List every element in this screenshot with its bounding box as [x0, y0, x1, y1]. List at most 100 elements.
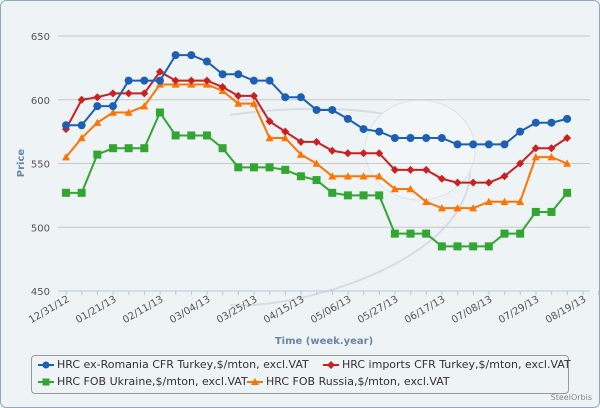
data-point — [516, 159, 525, 168]
legend-label: HRC ex-Romania CFR Turkey,$/mton, excl.V… — [57, 358, 309, 371]
data-point — [108, 144, 117, 153]
data-point — [249, 163, 258, 172]
data-point — [500, 229, 509, 238]
data-point — [187, 131, 196, 140]
data-point — [406, 185, 415, 193]
data-point — [406, 165, 415, 174]
data-point — [437, 242, 446, 251]
data-point — [312, 176, 321, 185]
legend-label: HRC imports CFR Turkey,$/mton, excl.VAT — [342, 358, 571, 371]
data-point — [140, 144, 149, 153]
data-point — [437, 134, 446, 142]
data-point — [531, 118, 540, 127]
data-point — [281, 165, 290, 174]
data-point — [375, 191, 384, 200]
data-point — [296, 150, 305, 158]
data-point — [249, 99, 258, 107]
data-point — [563, 188, 572, 197]
data-point — [77, 188, 86, 197]
data-point — [453, 140, 462, 149]
data-point — [140, 89, 149, 98]
data-point — [453, 242, 462, 251]
legend-item[interactable]: HRC imports CFR Turkey,$/mton, excl.VAT — [323, 358, 571, 371]
legend-item[interactable]: HRC FOB Russia,$/mton, excl.VAT — [247, 375, 450, 388]
data-point — [469, 204, 478, 212]
data-point — [265, 163, 274, 172]
data-point — [563, 134, 572, 142]
data-point — [234, 163, 243, 172]
data-point — [171, 51, 180, 60]
data-point — [406, 229, 415, 238]
x-tick-label: 04/15/13 — [262, 294, 306, 326]
x-tick-label: 03/04/13 — [168, 294, 212, 326]
data-point — [281, 127, 290, 136]
data-point — [265, 76, 274, 85]
legend-item[interactable]: HRC FOB Ukraine,$/mton, excl.VAT — [38, 375, 248, 388]
data-point — [547, 144, 556, 153]
data-point — [77, 121, 86, 130]
data-point — [516, 197, 525, 205]
data-point — [422, 165, 431, 174]
data-point — [469, 178, 478, 187]
data-point — [484, 178, 493, 187]
data-point — [343, 191, 352, 200]
data-point — [218, 70, 227, 79]
data-point — [437, 204, 446, 212]
legend-label: HRC FOB Ukraine,$/mton, excl.VAT — [57, 375, 248, 388]
data-point — [93, 102, 102, 111]
data-point — [390, 134, 399, 142]
data-point — [390, 165, 399, 174]
data-point — [77, 95, 86, 104]
data-point — [547, 153, 556, 161]
data-point — [218, 144, 227, 153]
data-point — [328, 172, 337, 180]
y-axis-title: Price — [16, 149, 27, 178]
y-tick-label: 450 — [31, 287, 50, 298]
data-point — [296, 137, 305, 146]
data-point — [484, 242, 493, 251]
data-point — [328, 188, 337, 197]
legend-diamond-icon — [323, 360, 339, 369]
data-point — [202, 76, 211, 85]
x-tick-label: 12/31/12 — [27, 294, 71, 326]
y-tick-label: 550 — [31, 160, 50, 171]
data-point — [547, 118, 556, 127]
data-point — [108, 108, 117, 116]
data-point — [406, 134, 415, 142]
data-point — [547, 207, 556, 216]
data-point — [531, 153, 540, 161]
data-point — [343, 114, 352, 123]
data-point — [422, 197, 431, 205]
x-axis-title: Time (week.year) — [275, 336, 373, 347]
data-point — [531, 207, 540, 216]
data-point — [155, 67, 164, 76]
data-point — [500, 140, 509, 149]
data-point — [62, 188, 70, 197]
x-tick-label: 02/11/13 — [121, 294, 165, 326]
data-point — [187, 76, 196, 85]
data-point — [500, 172, 509, 181]
y-tick-label: 500 — [31, 223, 50, 234]
data-point — [124, 89, 133, 98]
data-point — [234, 91, 243, 100]
x-tick-label: 07/08/13 — [450, 294, 494, 326]
data-point — [202, 57, 211, 66]
legend-item[interactable]: HRC ex-Romania CFR Turkey,$/mton, excl.V… — [38, 358, 309, 371]
data-point — [422, 134, 431, 142]
data-point — [422, 229, 431, 238]
data-point — [281, 93, 290, 102]
data-point — [234, 99, 243, 107]
data-point — [171, 76, 180, 85]
data-point — [516, 229, 525, 238]
data-point — [62, 121, 70, 130]
x-tick-label: 06/17/13 — [403, 294, 447, 326]
data-point — [469, 140, 478, 149]
y-tick-label: 600 — [31, 96, 50, 107]
data-point — [218, 83, 227, 91]
data-point — [265, 117, 274, 126]
data-point — [155, 76, 164, 85]
legend: HRC ex-Romania CFR Turkey,$/mton, excl.V… — [31, 355, 571, 394]
data-point — [500, 197, 509, 205]
data-point — [265, 134, 274, 142]
